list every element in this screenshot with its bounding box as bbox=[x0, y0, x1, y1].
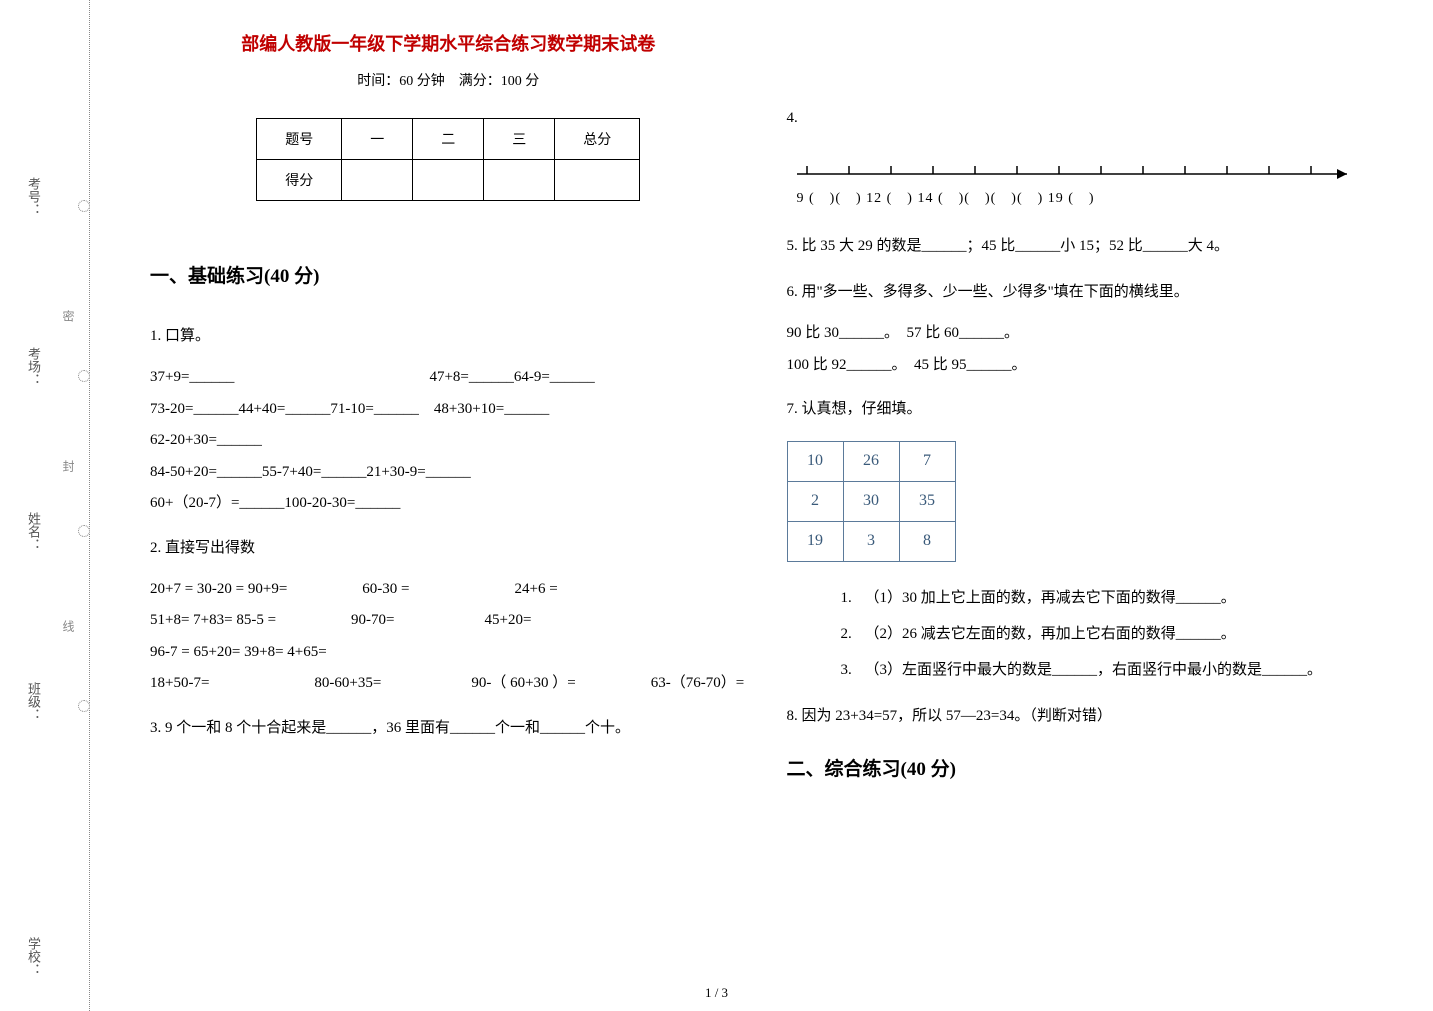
data-cell: 26 bbox=[843, 442, 899, 482]
score-cell bbox=[413, 160, 484, 201]
section-2-header: 二、综合练习(40 分) bbox=[787, 754, 1384, 781]
page-subtitle: 时间：60 分钟 满分：100 分 bbox=[150, 70, 747, 90]
data-cell: 3 bbox=[843, 522, 899, 562]
binding-label-room: 考场： bbox=[24, 347, 43, 386]
binding-label-class: 班级： bbox=[24, 682, 43, 721]
page-container: 学校： 班级： 姓名： 考场： 考号： 密 封 线 部编人教版一年级下学期水平综… bbox=[0, 0, 1433, 1011]
q6-text: 6. 用"多一些、多得多、少一些、少得多"填在下面的横线里。 bbox=[787, 274, 1384, 310]
score-cell bbox=[555, 160, 640, 201]
question-4: 4. bbox=[787, 100, 1384, 208]
score-header: 二 bbox=[413, 119, 484, 160]
q6-line: 100 比 92______。 45 比 95______。 bbox=[787, 350, 1384, 382]
question-label: 2. 直接写出得数 bbox=[150, 530, 747, 566]
data-cell: 19 bbox=[787, 522, 843, 562]
calc-line: 73-20=______44+40=______71-10=______ 48+… bbox=[150, 394, 747, 426]
table-row: 得分 bbox=[257, 160, 640, 201]
score-row-label: 得分 bbox=[257, 160, 342, 201]
data-cell: 7 bbox=[899, 442, 955, 482]
page-title: 部编人教版一年级下学期水平综合练习数学期末试卷 bbox=[150, 30, 747, 56]
question-label: 1. 口算。 bbox=[150, 318, 747, 354]
page-number: 1 / 3 bbox=[705, 985, 728, 1001]
data-cell: 10 bbox=[787, 442, 843, 482]
calc-line: 20+7 = 30-20 = 90+9= 60-30 = 24+6 = bbox=[150, 574, 747, 606]
q3-text: 3. 9 个一和 8 个十合起来是______，36 里面有______个一和_… bbox=[150, 710, 747, 746]
binding-label-number: 考号： bbox=[24, 177, 43, 216]
binding-circle bbox=[78, 525, 90, 537]
seal-label-feng: 封 bbox=[60, 460, 77, 472]
data-cell: 30 bbox=[843, 482, 899, 522]
score-header: 总分 bbox=[555, 119, 640, 160]
sub-item: 2.（2）26 减去它左面的数，再加上它右面的数得______。 bbox=[841, 616, 1384, 652]
question-8: 8. 因为 23+34=57，所以 57—23=34。（判断对错） bbox=[787, 698, 1384, 734]
left-column: 部编人教版一年级下学期水平综合练习数学期末试卷 时间：60 分钟 满分：100 … bbox=[130, 30, 767, 1011]
table-row: 10 26 7 bbox=[787, 442, 955, 482]
calc-line: 62-20+30=______ bbox=[150, 425, 747, 457]
question-2: 2. 直接写出得数 20+7 = 30-20 = 90+9= 60-30 = 2… bbox=[150, 530, 747, 700]
score-header: 一 bbox=[342, 119, 413, 160]
data-cell: 8 bbox=[899, 522, 955, 562]
table-row: 19 3 8 bbox=[787, 522, 955, 562]
calc-line: 18+50-7= 80-60+35= 90-（ 60+30 ）= 63-（76-… bbox=[150, 668, 747, 700]
calc-line: 37+9=______ 47+8=______64-9=______ bbox=[150, 362, 747, 394]
q5-text: 5. 比 35 大 29 的数是______；45 比______小 15；52… bbox=[787, 228, 1384, 264]
score-cell bbox=[342, 160, 413, 201]
right-column: 4. bbox=[767, 30, 1404, 1011]
calc-line: 51+8= 7+83= 85-5 = 90-70= 45+20= bbox=[150, 605, 747, 637]
sub-item: 3.（3）左面竖行中最大的数是______，右面竖行中最小的数是______。 bbox=[841, 652, 1384, 688]
q6-line: 90 比 30______。 57 比 60______。 bbox=[787, 318, 1384, 350]
seal-label-mi: 密 bbox=[60, 310, 77, 322]
number-line-svg bbox=[787, 162, 1367, 182]
question-6: 6. 用"多一些、多得多、少一些、少得多"填在下面的横线里。 90 比 30__… bbox=[787, 274, 1384, 381]
calc-line: 84-50+20=______55-7+40=______21+30-9=___… bbox=[150, 457, 747, 489]
table-row: 2 30 35 bbox=[787, 482, 955, 522]
calc-line: 96-7 = 65+20= 39+8= 4+65= bbox=[150, 637, 747, 669]
binding-circle bbox=[78, 200, 90, 212]
question-label: 7. 认真想，仔细填。 bbox=[787, 391, 1384, 427]
binding-circle bbox=[78, 700, 90, 712]
question-5: 5. 比 35 大 29 的数是______；45 比______小 15；52… bbox=[787, 228, 1384, 264]
calc-line: 60+（20-7）=______100-20-30=______ bbox=[150, 488, 747, 520]
binding-label-school: 学校： bbox=[24, 937, 43, 976]
question-3: 3. 9 个一和 8 个十合起来是______，36 里面有______个一和_… bbox=[150, 710, 747, 746]
question-label: 4. bbox=[787, 100, 1384, 136]
sub-list: 1.（1）30 加上它上面的数，再减去它下面的数得______。 2.（2）26… bbox=[787, 580, 1384, 688]
table-row: 题号 一 二 三 总分 bbox=[257, 119, 640, 160]
number-line-labels: 9 ( )( ) 12 ( ) 14 ( )( )( )( ) 19 ( ) bbox=[787, 182, 1384, 216]
score-header: 题号 bbox=[257, 119, 342, 160]
number-line: 9 ( )( ) 12 ( ) 14 ( )( )( )( ) 19 ( ) bbox=[787, 162, 1384, 208]
content-area: 部编人教版一年级下学期水平综合练习数学期末试卷 时间：60 分钟 满分：100 … bbox=[90, 0, 1433, 1011]
binding-edge: 学校： 班级： 姓名： 考场： 考号： 密 封 线 bbox=[0, 0, 90, 1011]
data-cell: 35 bbox=[899, 482, 955, 522]
seal-label-xian: 线 bbox=[60, 620, 77, 632]
section-1-header: 一、基础练习(40 分) bbox=[150, 261, 747, 288]
score-header: 三 bbox=[484, 119, 555, 160]
binding-label-name: 姓名： bbox=[24, 512, 43, 551]
score-table: 题号 一 二 三 总分 得分 bbox=[256, 118, 640, 201]
q8-text: 8. 因为 23+34=57，所以 57—23=34。（判断对错） bbox=[787, 698, 1384, 734]
question-7: 7. 认真想，仔细填。 10 26 7 2 30 35 19 3 bbox=[787, 391, 1384, 688]
data-table: 10 26 7 2 30 35 19 3 8 bbox=[787, 441, 956, 562]
binding-circle bbox=[78, 370, 90, 382]
question-1: 1. 口算。 37+9=______ 47+8=______64-9=_____… bbox=[150, 318, 747, 520]
sub-item: 1.（1）30 加上它上面的数，再减去它下面的数得______。 bbox=[841, 580, 1384, 616]
score-cell bbox=[484, 160, 555, 201]
data-cell: 2 bbox=[787, 482, 843, 522]
